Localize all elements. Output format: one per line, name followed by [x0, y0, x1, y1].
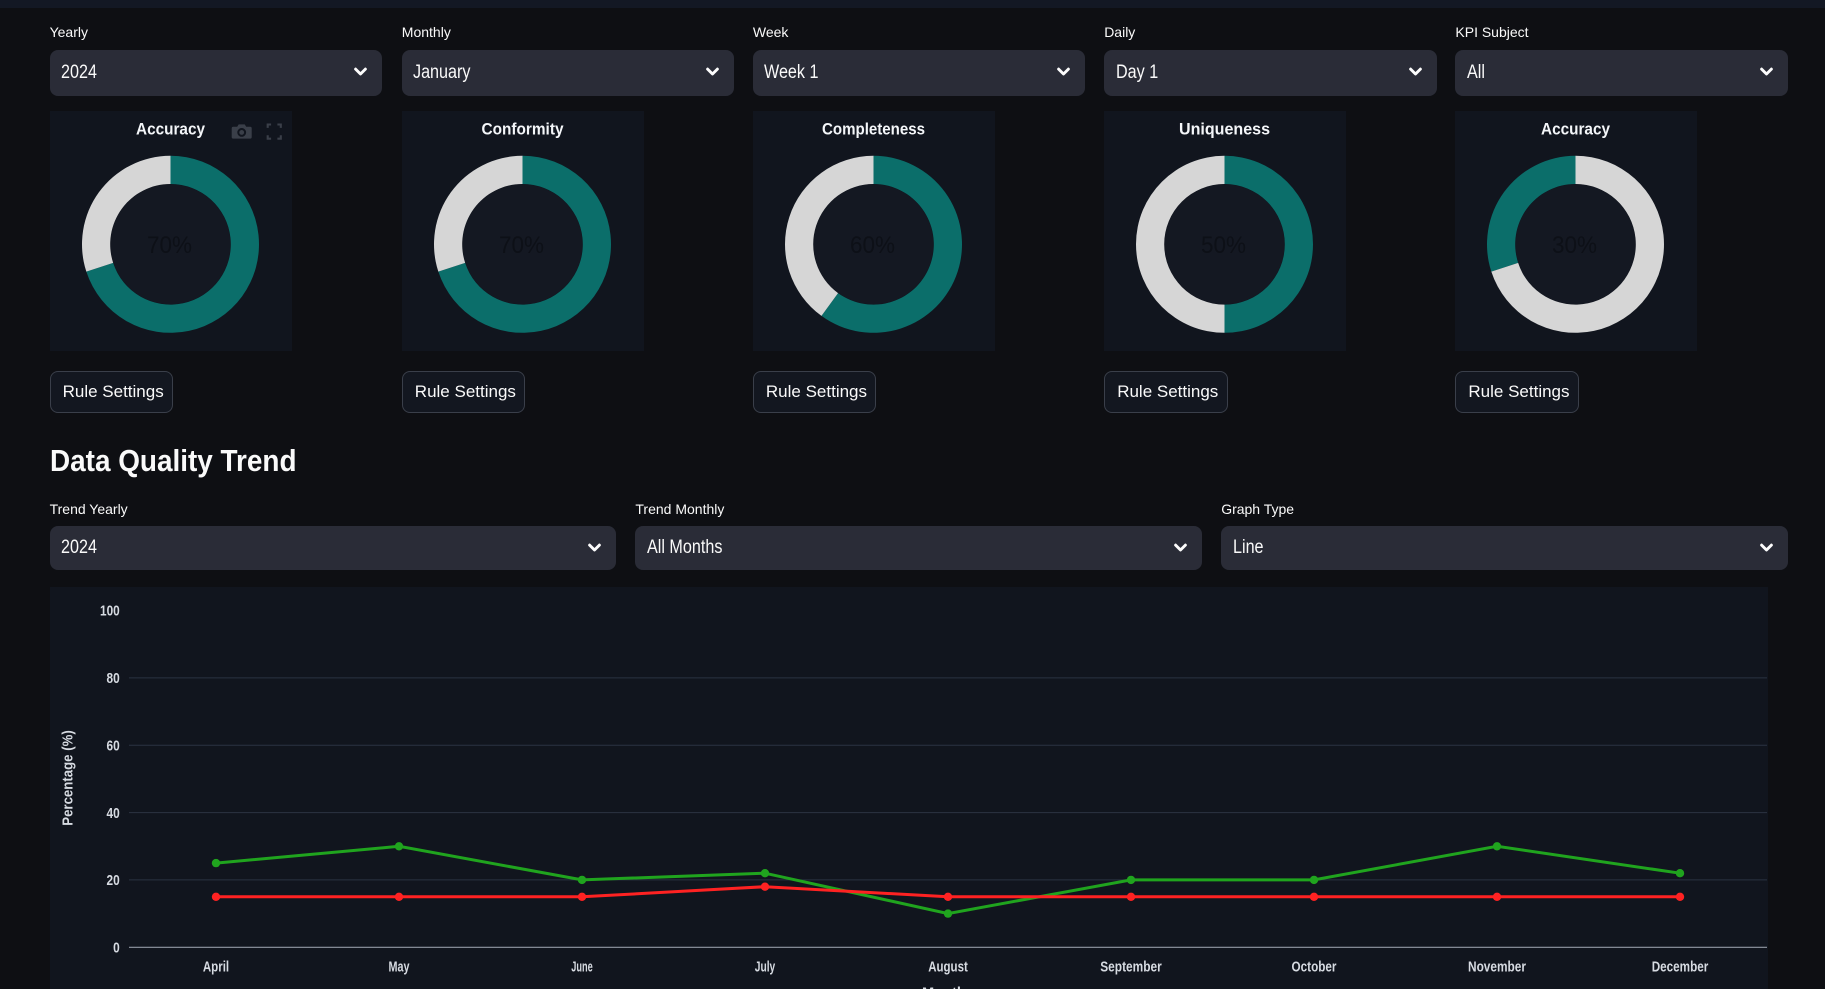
svg-text:40: 40	[107, 806, 120, 822]
svg-text:20: 20	[107, 873, 120, 889]
svg-text:Percentage (%): Percentage (%)	[61, 730, 77, 826]
svg-text:October: October	[1292, 960, 1337, 976]
svg-text:70%: 70%	[147, 232, 192, 259]
svg-text:April: April	[203, 960, 229, 976]
svg-text:60%: 60%	[850, 232, 895, 259]
svg-text:August: August	[928, 960, 968, 976]
svg-text:Accuracy: Accuracy	[1541, 119, 1610, 138]
svg-text:Uniqueness: Uniqueness	[1179, 119, 1270, 138]
svg-text:70%: 70%	[499, 232, 544, 259]
svg-text:Months: Months	[922, 985, 974, 989]
svg-text:100: 100	[100, 604, 120, 620]
svg-text:80: 80	[107, 671, 120, 687]
svg-text:June: June	[571, 960, 593, 976]
svg-text:50%: 50%	[1201, 232, 1246, 259]
svg-text:60: 60	[107, 738, 120, 754]
svg-text:September: September	[1100, 960, 1162, 976]
svg-text:Completeness: Completeness	[822, 119, 925, 138]
svg-text:Accuracy: Accuracy	[136, 119, 205, 138]
svg-text:May: May	[389, 960, 410, 976]
svg-text:December: December	[1652, 960, 1709, 976]
svg-text:July: July	[755, 960, 776, 976]
svg-text:November: November	[1468, 960, 1526, 976]
svg-text:0: 0	[113, 941, 120, 957]
svg-text:30%: 30%	[1552, 232, 1597, 259]
svg-text:Conformity: Conformity	[481, 119, 563, 138]
